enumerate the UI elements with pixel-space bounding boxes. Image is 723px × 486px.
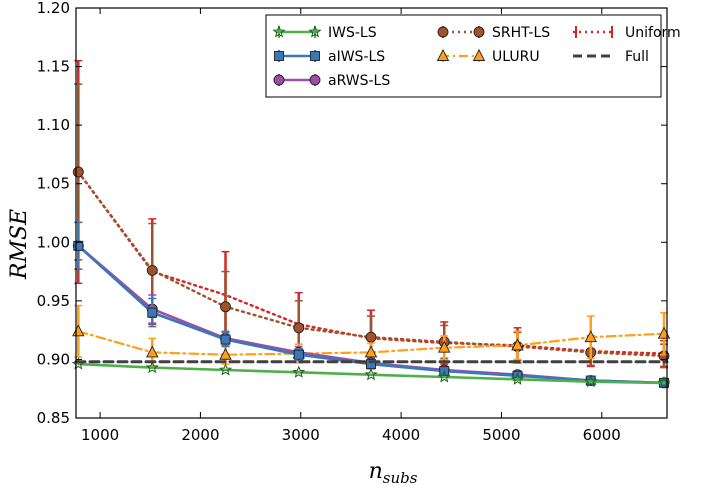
legend-label: aRWS-LS	[328, 73, 390, 89]
legend-item-uniform: Uniform	[573, 25, 681, 41]
data-point-uluru	[364, 345, 378, 358]
series-layer	[71, 59, 671, 389]
data-point-srht-ls	[220, 301, 231, 313]
data-point-aiws-ls	[73, 240, 84, 251]
data-point-aiws-ls	[147, 307, 158, 318]
x-tick-label: 2000	[181, 426, 219, 444]
data-point-iws-ls	[364, 367, 378, 381]
legend-item-full: Full	[573, 49, 649, 65]
y-tick-label: 0.85	[37, 409, 70, 427]
legend-marker	[472, 49, 486, 61]
data-point-uluru	[219, 347, 232, 360]
x-tick-label: 4000	[382, 426, 420, 444]
data-point-uluru	[146, 345, 159, 358]
legend-label: aIWS-LS	[328, 49, 385, 65]
series-line-iws-ls	[77, 362, 666, 385]
data-point-aiws-ls	[220, 334, 231, 345]
data-point-uluru	[584, 330, 597, 343]
y-tick-label: 1.10	[37, 116, 70, 134]
data-point-srht-ls	[365, 331, 377, 343]
legend-item-uluru: ULURU	[436, 49, 540, 65]
data-point-uluru	[511, 338, 524, 351]
y-axis-label: RMSE	[7, 209, 32, 280]
y-tick-label: 0.95	[37, 292, 70, 310]
series-srht-ls	[72, 83, 670, 369]
legend-marker	[274, 51, 284, 61]
data-point-iws-ls	[437, 370, 451, 383]
legend-marker	[436, 49, 450, 61]
legend: IWS-LS aIWS-LS aRWS-LS SRHT-LS ULURU Uniform F…	[265, 14, 681, 98]
data-point-srht-ls	[146, 264, 158, 276]
data-point-iws-ls	[510, 372, 525, 385]
axis-ticks: 0.85 0.90 0.95 1.00 1.05 1.10 1.15 1.20 1000 2000…	[37, 0, 667, 444]
data-point-iws-ls	[584, 374, 598, 388]
data-point-uluru	[438, 340, 451, 353]
legend-marker	[473, 26, 485, 38]
legend-label: SRHT-LS	[492, 25, 550, 41]
legend-label: IWS-LS	[328, 25, 377, 41]
legend-marker	[309, 74, 321, 86]
legend-marker	[437, 26, 449, 38]
legend-item-arws-ls: aRWS-LS	[273, 73, 390, 89]
legend-marker	[308, 25, 322, 38]
legend-marker	[272, 25, 286, 38]
legend-item-srht-ls: SRHT-LS	[437, 25, 550, 41]
legend-label: ULURU	[492, 49, 540, 65]
legend-label: Full	[625, 49, 649, 65]
legend-item-aiws-ls: aIWS-LS	[274, 49, 385, 65]
plot-frame	[75, 7, 668, 419]
y-tick-label: 1.20	[37, 0, 70, 17]
x-axis-label-sub: subs	[383, 469, 418, 486]
legend-marker	[310, 51, 320, 61]
y-tick-label: 0.90	[37, 350, 70, 368]
data-point-iws-ls	[657, 376, 671, 389]
x-axis-label-main: n	[369, 459, 383, 484]
x-tick-label: 1000	[81, 426, 119, 444]
y-tick-label: 1.15	[37, 58, 70, 76]
legend-marker	[273, 74, 285, 86]
legend-item-iws-ls: IWS-LS	[272, 25, 377, 41]
x-tick-label: 3000	[282, 426, 320, 444]
x-tick-label: 5000	[482, 426, 520, 444]
x-axis-label: nsubs	[369, 459, 418, 486]
data-point-iws-ls	[218, 363, 233, 376]
data-point-uluru	[72, 324, 85, 337]
data-point-aiws-ls	[293, 349, 304, 360]
data-point-iws-ls	[145, 360, 159, 374]
data-point-srht-ls	[72, 166, 84, 178]
data-point-iws-ls	[292, 365, 306, 378]
legend-label: Uniform	[625, 25, 681, 41]
data-point-srht-ls	[293, 322, 305, 334]
y-tick-label: 1.00	[37, 233, 70, 251]
series-line-uluru	[77, 330, 666, 356]
x-tick-label: 6000	[583, 426, 621, 444]
series-iws-ls	[71, 357, 671, 389]
data-point-uluru	[657, 326, 671, 339]
y-tick-label: 1.05	[37, 175, 70, 193]
